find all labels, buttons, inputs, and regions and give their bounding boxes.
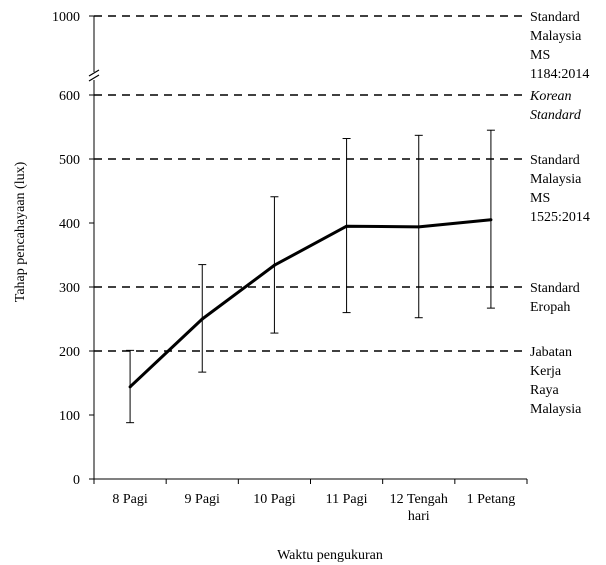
- y-tick-label: 1000: [52, 10, 80, 25]
- y-tick-label: 200: [59, 345, 80, 360]
- y-tick-label: 600: [59, 89, 80, 104]
- x-tick-label: 11 Pagi: [326, 492, 368, 507]
- reference-label: Standard Malaysia MS 1525:2014: [530, 153, 590, 225]
- data-point: [417, 225, 420, 228]
- y-tick-label: 400: [59, 217, 80, 232]
- data-point: [273, 264, 276, 267]
- x-tick-label: 9 Pagi: [185, 492, 221, 507]
- x-tick-label: 8 Pagi: [112, 492, 148, 507]
- x-tick-label: 10 Pagi: [253, 492, 296, 507]
- reference-label: Standard Eropah: [530, 281, 580, 315]
- reference-label: Standard Malaysia MS 1184:2014: [530, 10, 589, 82]
- series-line: [130, 220, 491, 387]
- y-tick-label: 0: [73, 473, 80, 488]
- data-point: [201, 318, 204, 321]
- tick-labels: 0 100 200 300 400 500 600 1000 8 Pagi 9 Pagi 10 Pa…: [52, 10, 515, 524]
- axes: [89, 16, 527, 484]
- reference-labels: Standard Malaysia MS 1184:2014 Korean Standar…: [529, 10, 590, 417]
- data-point: [489, 218, 492, 221]
- series-group: [129, 218, 493, 388]
- y-tick-label: 300: [59, 281, 80, 296]
- reference-label: Jabatan Kerja Raya Malaysia: [530, 345, 582, 417]
- x-tick-label: 1 Petang: [467, 492, 516, 507]
- y-tick-label: 100: [59, 409, 80, 424]
- y-tick-label: 500: [59, 153, 80, 168]
- x-tick-label: 12 Tengah hari: [390, 492, 448, 524]
- y-axis-title: Tahap pencahayaan (lux): [13, 161, 28, 302]
- data-point: [345, 225, 348, 228]
- reference-lines: [94, 16, 527, 351]
- reference-label: Korean Standard: [529, 89, 582, 123]
- error-bars: [126, 130, 495, 422]
- x-axis-title: Waktu pengukuran: [277, 548, 383, 563]
- data-point: [129, 385, 132, 388]
